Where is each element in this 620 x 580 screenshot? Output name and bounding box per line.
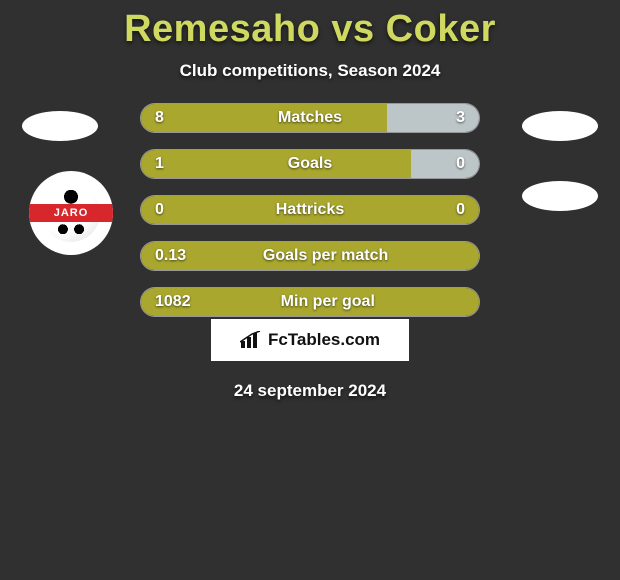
bar-row: 1Goals0: [140, 149, 480, 179]
bar-category: Matches: [164, 109, 456, 127]
bar-category: Hattricks: [164, 201, 456, 219]
date-label: 24 september 2024: [0, 381, 620, 401]
bar-category: Goals per match: [186, 247, 465, 265]
player-right-avatar: [522, 111, 598, 141]
subtitle: Club competitions, Season 2024: [0, 61, 620, 81]
player-left-avatar: [22, 111, 98, 141]
bar-value-left: 1: [155, 155, 164, 173]
bar-value-right: 3: [456, 109, 465, 127]
club-left-badge: JARO: [29, 171, 113, 255]
bar-value-right: 0: [456, 155, 465, 173]
bar-value-left: 0: [155, 201, 164, 219]
bar-row: 0Hattricks0: [140, 195, 480, 225]
bars-icon: [240, 331, 262, 349]
bar-value-left: 8: [155, 109, 164, 127]
brand-text: FcTables.com: [268, 330, 380, 350]
bar-value-left: 1082: [155, 293, 191, 311]
page-title: Remesaho vs Coker: [0, 0, 620, 51]
bar-category: Min per goal: [191, 293, 465, 311]
bar-row: 8Matches3: [140, 103, 480, 133]
bar-category: Goals: [164, 155, 456, 173]
bar-row: 1082Min per goal: [140, 287, 480, 317]
club-right-badge: [522, 181, 598, 211]
bars-container: 8Matches31Goals00Hattricks00.13Goals per…: [140, 103, 480, 333]
bar-value-left: 0.13: [155, 247, 186, 265]
bar-value-right: 0: [456, 201, 465, 219]
club-left-name: JARO: [29, 204, 113, 222]
bar-row: 0.13Goals per match: [140, 241, 480, 271]
